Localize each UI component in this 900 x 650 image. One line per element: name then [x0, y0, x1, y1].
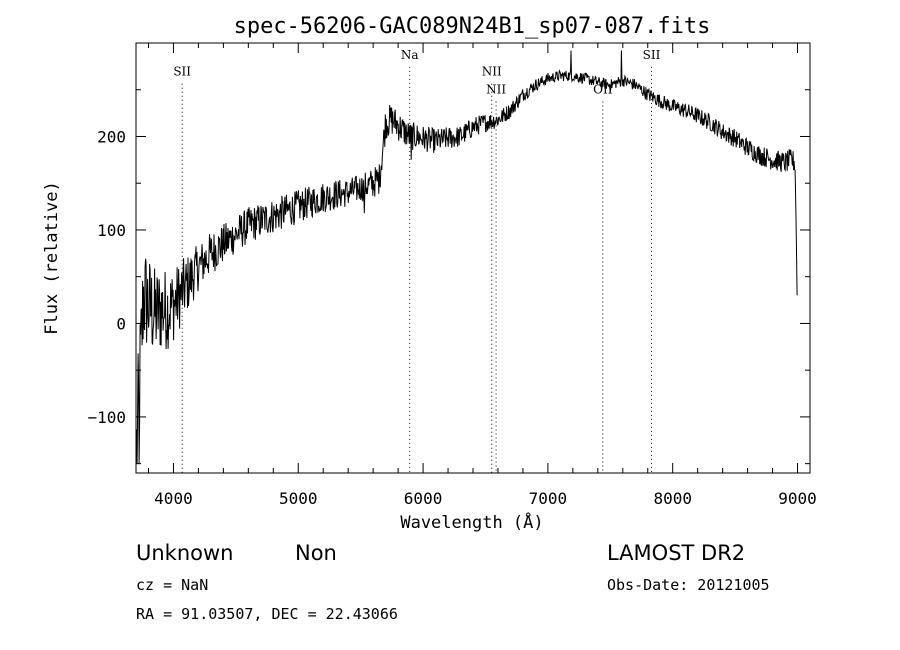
x-tick-label: 8000	[653, 489, 692, 508]
y-tick-label: 0	[116, 314, 126, 333]
x-tick-label: 6000	[404, 489, 443, 508]
y-tick-label: −100	[87, 408, 126, 427]
x-tick-label: 4000	[154, 489, 193, 508]
x-axis-title: Wavelength (Å)	[400, 511, 543, 533]
x-tick-label: 7000	[529, 489, 568, 508]
y-tick-labels: −100 0 100 200	[87, 127, 126, 426]
emission-lines: SII Na NII NII OII SII	[173, 48, 661, 473]
plot-frame	[135, 42, 811, 474]
emission-line-label: SII	[173, 65, 191, 79]
emission-line-label: OII	[593, 82, 613, 96]
y-axis-title: Flux (relative)	[42, 181, 62, 335]
emission-line-label: Na	[401, 48, 419, 62]
y-tick-label: 200	[97, 127, 126, 146]
chart-title: spec-56206-GAC089N24B1_sp07-087.fits	[234, 14, 711, 39]
emission-line-label: NII	[482, 65, 502, 79]
tick-marks	[136, 42, 810, 473]
emission-line-label: NII	[486, 82, 506, 96]
x-tick-label: 5000	[279, 489, 318, 508]
y-tick-label: 100	[97, 221, 126, 240]
survey-name: LAMOST DR2	[607, 541, 745, 565]
obs-date-text: Obs-Date: 20121005	[607, 576, 770, 594]
coordinates-text: RA = 91.03507, DEC = 22.43066	[136, 605, 398, 623]
spectrum-line	[136, 50, 798, 464]
object-subclass: Non	[295, 541, 337, 565]
x-tick-labels: 4000 5000 6000 7000 8000 9000	[154, 489, 817, 508]
object-class: Unknown	[136, 541, 233, 565]
redshift-text: cz = NaN	[136, 576, 208, 594]
emission-line-label: SII	[643, 48, 661, 62]
x-tick-label: 9000	[778, 489, 817, 508]
